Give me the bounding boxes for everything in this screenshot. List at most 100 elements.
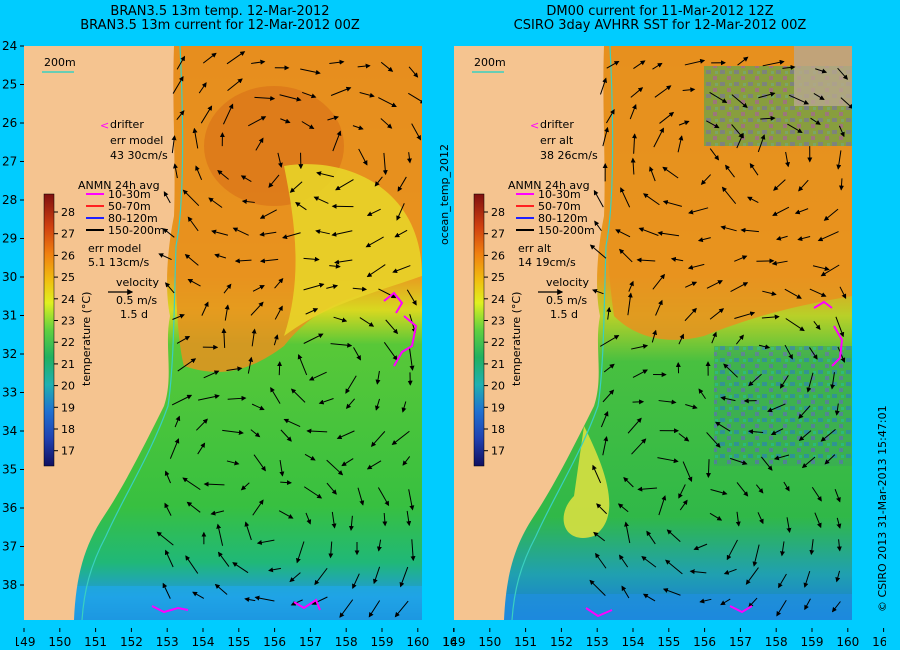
lon-tick-label: 158 [335,635,358,649]
current-arrow [840,97,852,110]
current-arrow [174,415,181,428]
lon-tick-label: 157 [299,635,322,649]
lon-tick-label: 160 [836,635,859,649]
current-arrow [817,231,839,242]
current-arrow [652,273,666,290]
current-arrow [176,110,185,121]
current-arrow [406,289,417,306]
lon-tick-label: 155 [227,635,250,649]
current-arrow [726,539,738,561]
current-arrow [383,342,398,361]
current-arrow [277,152,283,168]
current-arrow [232,562,249,574]
current-arrow [682,461,693,483]
anmn-legend-label: 10-30m [108,188,151,201]
current-arrow [678,120,690,126]
current-arrow [259,209,277,219]
current-arrow [408,489,415,511]
current-arrow [226,366,243,372]
land-grey-area [794,46,852,106]
current-arrow [252,285,265,292]
left-title-line1: BRAN3.5 13m temp. 12-Mar-2012 [110,4,330,19]
current-arrow [308,371,327,381]
current-arrow [331,511,337,529]
lat-tick-label: 36 [2,501,17,515]
left-drifter-glyph: < [100,119,109,132]
colorbar-tick-label: 23 [491,315,505,328]
current-arrow [757,134,766,153]
current-arrow [241,199,255,205]
lon-tick-label: 149 [16,635,35,649]
lat-tick-label: 38 [2,578,17,592]
current-arrow [592,464,602,484]
left-velocity-label: velocity [116,276,159,289]
current-arrow [357,63,371,69]
lat-tick-label: 33 [2,386,17,400]
current-arrow [385,319,399,335]
current-arrow [164,282,175,294]
current-arrow [163,191,171,204]
right-colorbar-ticks: 28 27 26 25 24 23 22 21 20 19 18 17 [484,206,505,458]
lon-tick-label: 153 [156,635,179,649]
current-arrow [279,94,302,102]
anmn-legend-label: 50-70m [108,200,151,213]
current-arrow [329,59,345,65]
cloud-masked-area-2 [714,346,852,466]
current-arrow [378,288,397,299]
current-arrow [809,539,815,556]
current-arrow [211,229,229,236]
current-arrow [251,403,265,411]
current-arrow [721,186,737,205]
current-arrow [606,60,620,69]
current-arrow [198,82,207,94]
current-arrow [253,454,266,472]
current-arrow [327,115,339,121]
current-arrow [409,348,415,371]
colorbar-tick-label: 20 [491,380,505,393]
left-err-model-value: 43 30cm/s [110,149,168,162]
current-arrow [700,174,712,185]
current-arrow [339,599,354,618]
current-arrow [391,430,410,446]
lat-tick-label: 31 [2,309,17,323]
current-arrow [184,253,199,266]
current-arrow [762,290,777,296]
current-arrow [801,456,816,469]
colorbar-tick-label: 17 [491,445,505,458]
current-arrow [368,600,381,618]
anmn-legend-label: 10-30m [538,188,581,201]
colorbar-tick-label: 19 [61,401,75,414]
current-arrow [657,457,679,464]
current-arrow [406,510,412,527]
right-anmn-title: ANMN 24h avg [508,179,590,192]
current-arrow [836,517,842,529]
current-arrow [709,512,723,521]
current-arrow [370,431,386,447]
current-arrow [747,196,759,204]
current-arrow [182,189,200,207]
current-arrow [401,401,407,413]
anmn-legend-label: 150-200m [108,224,165,237]
current-arrow [617,503,629,513]
current-arrow [720,225,737,232]
current-arrow [678,333,684,345]
current-arrow [720,395,736,402]
current-arrow [270,386,281,404]
current-arrow [758,344,771,350]
colorbar-tick-label: 26 [61,249,75,262]
current-arrow [735,334,744,345]
current-arrow [311,596,328,605]
left-map: 200m drifter < err model 43 30cm/s ANMN … [24,46,422,620]
current-arrow [214,583,228,595]
colorbar-tick-label: 27 [491,228,505,241]
current-arrow [773,179,786,191]
current-arrow [627,417,642,434]
current-arrow [172,75,184,94]
current-arrow [156,531,174,546]
current-arrow [248,116,267,127]
current-arrow [682,87,696,93]
current-arrow [688,207,709,215]
current-arrow [162,228,175,238]
current-arrow [684,307,697,322]
current-arrow [394,600,409,618]
